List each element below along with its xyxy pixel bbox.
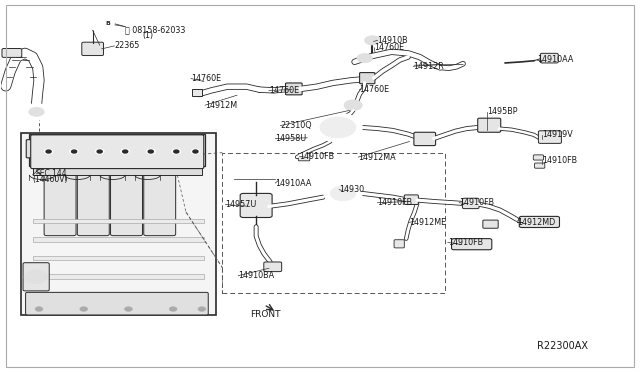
Circle shape xyxy=(320,117,356,138)
Text: 14957U: 14957U xyxy=(225,200,257,209)
FancyBboxPatch shape xyxy=(44,164,76,235)
FancyBboxPatch shape xyxy=(519,217,559,228)
Circle shape xyxy=(125,307,132,311)
Circle shape xyxy=(46,150,51,153)
Circle shape xyxy=(123,150,128,153)
Circle shape xyxy=(191,149,200,154)
Circle shape xyxy=(24,270,47,283)
FancyBboxPatch shape xyxy=(463,198,479,209)
Circle shape xyxy=(198,307,205,311)
FancyBboxPatch shape xyxy=(534,163,545,168)
Text: 22365: 22365 xyxy=(115,41,140,51)
Text: R22300AX: R22300AX xyxy=(537,341,588,351)
Text: 14760E: 14760E xyxy=(360,85,390,94)
FancyBboxPatch shape xyxy=(264,262,282,272)
FancyBboxPatch shape xyxy=(77,164,109,235)
Circle shape xyxy=(121,149,130,154)
Text: 14912MD: 14912MD xyxy=(516,218,555,227)
Text: 14910AA: 14910AA xyxy=(275,179,312,187)
FancyBboxPatch shape xyxy=(533,155,543,160)
FancyBboxPatch shape xyxy=(2,48,22,57)
FancyBboxPatch shape xyxy=(33,237,204,241)
FancyBboxPatch shape xyxy=(452,238,492,250)
Text: 22310Q: 22310Q xyxy=(280,121,312,130)
FancyBboxPatch shape xyxy=(29,134,205,166)
FancyBboxPatch shape xyxy=(33,219,204,223)
Ellipse shape xyxy=(49,137,189,161)
Text: 14910FB: 14910FB xyxy=(542,155,577,164)
Circle shape xyxy=(102,20,115,28)
FancyBboxPatch shape xyxy=(26,140,47,158)
Circle shape xyxy=(314,113,362,141)
Circle shape xyxy=(80,307,88,311)
Text: 14912M: 14912M xyxy=(205,101,237,110)
Text: 14910FB: 14910FB xyxy=(448,238,483,247)
FancyBboxPatch shape xyxy=(33,256,204,260)
Circle shape xyxy=(324,182,362,205)
Text: 1495BP: 1495BP xyxy=(487,108,518,116)
FancyBboxPatch shape xyxy=(483,220,498,228)
Circle shape xyxy=(365,36,380,45)
Text: 14910FB: 14910FB xyxy=(460,198,494,207)
Circle shape xyxy=(22,104,51,120)
Text: 14930: 14930 xyxy=(339,185,364,194)
Text: 14910FB: 14910FB xyxy=(378,198,413,207)
FancyBboxPatch shape xyxy=(360,73,375,84)
FancyBboxPatch shape xyxy=(82,42,104,55)
FancyBboxPatch shape xyxy=(31,135,204,169)
Text: (1): (1) xyxy=(143,31,154,41)
Text: 14760E: 14760E xyxy=(269,86,299,95)
Circle shape xyxy=(95,149,104,154)
Circle shape xyxy=(44,149,53,154)
Text: 14958U: 14958U xyxy=(275,134,307,143)
Text: FRONT: FRONT xyxy=(250,310,280,319)
Text: 14910BA: 14910BA xyxy=(238,271,275,280)
Circle shape xyxy=(193,150,198,153)
Text: 14910AA: 14910AA xyxy=(537,55,573,64)
FancyBboxPatch shape xyxy=(144,164,175,235)
Circle shape xyxy=(357,54,372,62)
Text: B: B xyxy=(106,21,111,26)
Text: 14912R: 14912R xyxy=(413,62,444,71)
Circle shape xyxy=(86,22,100,30)
Circle shape xyxy=(97,150,102,153)
Text: 14912MA: 14912MA xyxy=(358,153,396,161)
Circle shape xyxy=(172,149,180,154)
FancyBboxPatch shape xyxy=(240,193,272,218)
FancyBboxPatch shape xyxy=(111,164,143,235)
FancyBboxPatch shape xyxy=(414,132,436,145)
FancyBboxPatch shape xyxy=(33,274,204,279)
Text: 14760E: 14760E xyxy=(191,74,221,83)
Circle shape xyxy=(72,150,77,153)
Circle shape xyxy=(29,108,44,116)
FancyBboxPatch shape xyxy=(538,131,561,143)
Text: 14912ME: 14912ME xyxy=(410,218,447,227)
Circle shape xyxy=(148,150,154,153)
Text: Ⓑ 08158-62033: Ⓑ 08158-62033 xyxy=(125,25,186,34)
Text: 14760E: 14760E xyxy=(374,43,404,52)
Circle shape xyxy=(344,100,362,110)
Text: SEC.144: SEC.144 xyxy=(36,169,67,177)
FancyBboxPatch shape xyxy=(285,83,302,95)
FancyBboxPatch shape xyxy=(394,240,404,248)
FancyBboxPatch shape xyxy=(298,153,310,161)
FancyBboxPatch shape xyxy=(404,195,419,205)
Text: 14910FB: 14910FB xyxy=(300,152,335,161)
FancyBboxPatch shape xyxy=(21,134,216,315)
Text: 14910B: 14910B xyxy=(378,36,408,45)
FancyBboxPatch shape xyxy=(23,263,49,291)
FancyBboxPatch shape xyxy=(477,118,500,132)
Circle shape xyxy=(170,307,177,311)
FancyBboxPatch shape xyxy=(26,292,208,315)
Text: (14460V): (14460V) xyxy=(33,175,68,184)
Text: 14919V: 14919V xyxy=(542,130,573,140)
FancyBboxPatch shape xyxy=(192,89,202,96)
Circle shape xyxy=(35,307,43,311)
Circle shape xyxy=(173,150,179,153)
FancyBboxPatch shape xyxy=(33,164,202,175)
Circle shape xyxy=(330,186,356,201)
Circle shape xyxy=(70,149,79,154)
FancyBboxPatch shape xyxy=(540,53,558,63)
Circle shape xyxy=(147,149,156,154)
